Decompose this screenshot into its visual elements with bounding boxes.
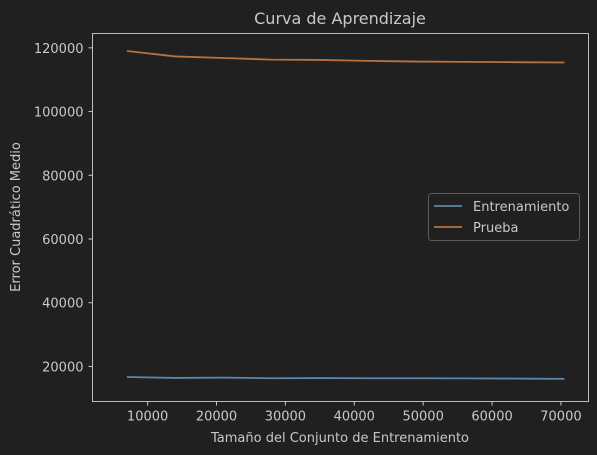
- y-tick-label: 120000: [34, 42, 84, 57]
- x-tick-label: 70000: [540, 410, 581, 425]
- series-line-test: [126, 50, 565, 64]
- y-tick-label: 20000: [42, 360, 83, 375]
- chart-title: Curva de Aprendizaje: [254, 9, 426, 28]
- x-axis: 10000 20000 30000 40000 50000 60000 70000: [127, 401, 582, 425]
- x-axis-label: Tamaño del Conjunto de Entrenamiento: [210, 431, 469, 446]
- series-layer: [126, 50, 565, 380]
- legend-box: [428, 193, 580, 241]
- y-axis: 20000 40000 60000 80000 100000 120000: [34, 42, 93, 375]
- x-tick-label: 30000: [265, 410, 306, 425]
- y-tick-label: 40000: [42, 297, 83, 312]
- y-tick-label: 100000: [34, 106, 84, 121]
- y-tick-label: 80000: [42, 169, 83, 184]
- x-tick-label: 20000: [196, 410, 237, 425]
- x-tick-label: 10000: [127, 410, 168, 425]
- legend: Entrenamiento Prueba: [428, 193, 580, 241]
- x-tick-label: 60000: [471, 410, 512, 425]
- legend-label-train: Entrenamiento: [473, 200, 569, 215]
- legend-label-test: Prueba: [473, 221, 518, 236]
- x-tick-label: 40000: [334, 410, 375, 425]
- y-tick-label: 60000: [42, 233, 83, 248]
- y-axis-label: Error Cuadrático Medio: [9, 142, 24, 292]
- x-tick-label: 50000: [402, 410, 443, 425]
- plot-frame: [92, 33, 589, 402]
- series-line-train: [126, 376, 565, 380]
